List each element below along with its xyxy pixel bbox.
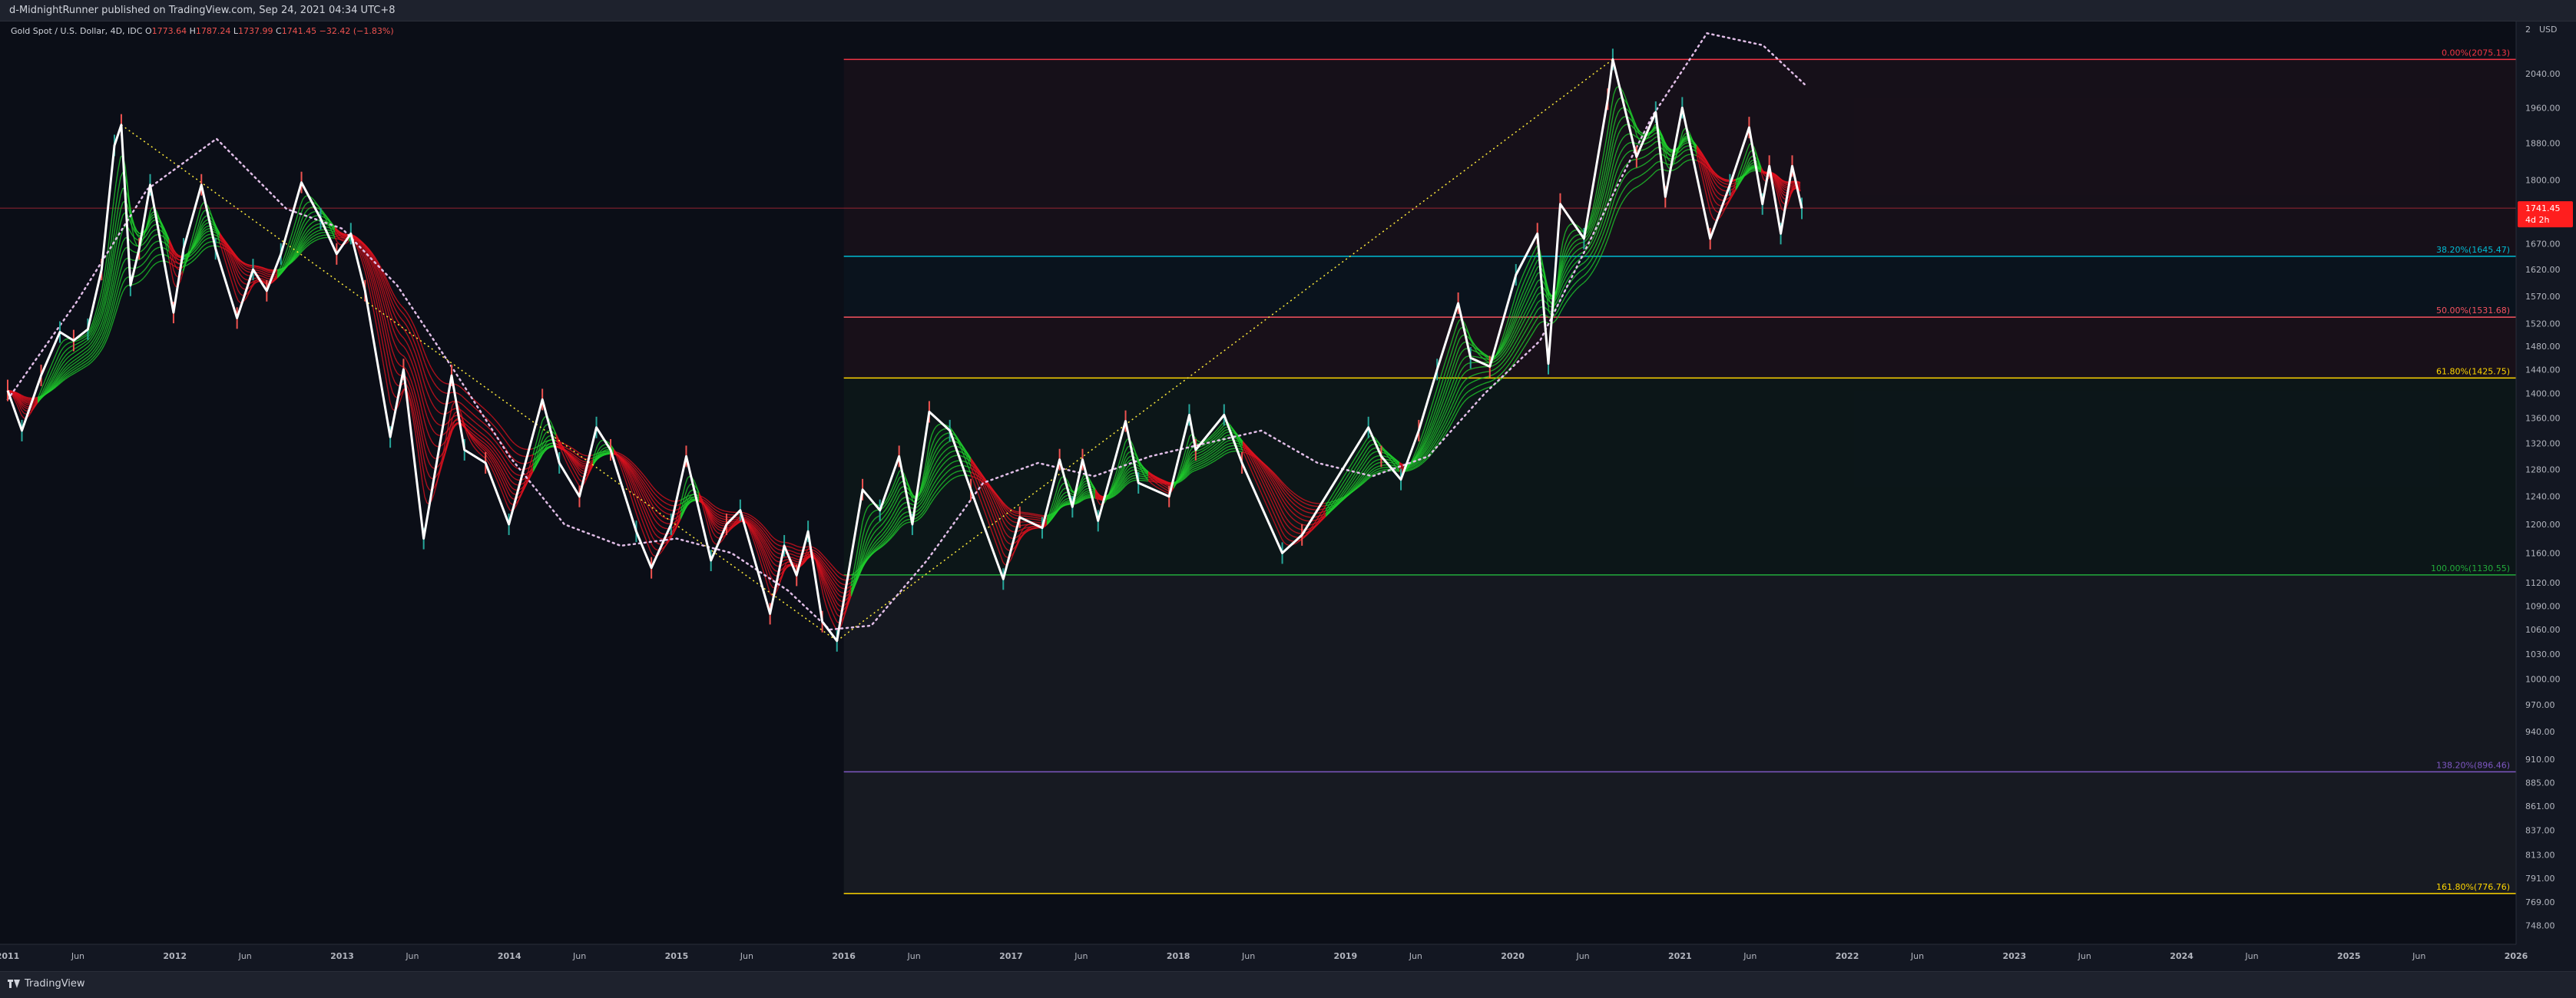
ma-ribbon-segment — [720, 530, 722, 531]
ma-ribbon-segment — [26, 404, 28, 405]
ma-ribbon-segment — [660, 538, 662, 539]
fib-level-label: 50.00%(1531.68) — [2436, 306, 2510, 316]
price-chart[interactable]: 0.00%(2075.13) 38.20%(1645.47) 50.00%(1531… — [0, 21, 2576, 970]
ma-ribbon-segment — [515, 490, 517, 491]
ma-ribbon-segment — [245, 279, 247, 280]
fib-zone — [844, 772, 2516, 893]
ma-ribbon-segment — [1010, 537, 1012, 538]
ma-ribbon-segment — [786, 562, 789, 563]
ma-ribbon-segment — [1577, 235, 1579, 236]
ma-ribbon-segment — [1086, 488, 1088, 489]
fib-level-label: 138.20%(896.46) — [2436, 760, 2510, 770]
ma-ribbon-segment — [512, 498, 515, 499]
ma-ribbon-segment — [342, 240, 344, 241]
fib-zone — [844, 256, 2516, 317]
published-text: d-MidnightRunner published on TradingVie… — [9, 5, 396, 16]
ma-ribbon-segment — [257, 281, 259, 282]
ma-ribbon-segment — [1033, 528, 1035, 529]
ma-ribbon-segment — [1296, 532, 1298, 533]
ma-ribbon-segment — [945, 433, 948, 434]
fib-level-label: 161.80%(776.76) — [2436, 882, 2510, 892]
ma-ribbon-segment — [1685, 138, 1687, 139]
ma-ribbon-segment — [1752, 165, 1754, 166]
ma-ribbon-segment — [581, 473, 584, 474]
ma-ribbon-segment — [312, 212, 314, 213]
ma-ribbon-segment — [796, 563, 798, 564]
ma-ribbon-segment — [1383, 456, 1386, 457]
ma-ribbon-segment — [1487, 359, 1489, 360]
ma-ribbon-segment — [943, 429, 945, 430]
ma-ribbon-segment — [789, 565, 791, 566]
ma-ribbon-segment — [1307, 529, 1310, 530]
ma-ribbon-segment — [1028, 529, 1031, 530]
fib-zone — [844, 59, 2516, 256]
ma-ribbon-segment — [273, 278, 275, 279]
ma-ribbon-segment — [339, 244, 342, 245]
ma-ribbon-segment — [254, 280, 257, 281]
ma-ribbon-segment — [26, 406, 28, 407]
fib-level-label: 61.80%(1425.75) — [2436, 366, 2510, 376]
ma-ribbon-segment — [153, 217, 155, 218]
ma-ribbon-segment — [1227, 432, 1229, 433]
ma-ribbon-segment — [939, 424, 941, 425]
ma-ribbon-segment — [1031, 528, 1033, 529]
ma-ribbon-segment — [1291, 541, 1293, 542]
ma-ribbon-segment — [950, 446, 952, 447]
ma-ribbon-segment — [1298, 533, 1300, 534]
ma-ribbon-segment — [1065, 495, 1068, 496]
fib-level-label: 38.20%(1645.47) — [2436, 245, 2510, 255]
ma-ribbon-segment — [26, 408, 28, 409]
ma-ribbon-segment — [26, 402, 28, 403]
ma-ribbon-segment — [247, 272, 250, 273]
ma-ribbon-segment — [1086, 486, 1088, 487]
ma-ribbon-segment — [316, 224, 319, 225]
ma-ribbon-segment — [1722, 196, 1724, 197]
ma-ribbon-segment — [517, 480, 519, 481]
ma-ribbon-segment — [664, 528, 667, 529]
ma-ribbon-segment — [1466, 356, 1468, 357]
ma-ribbon-segment — [1286, 544, 1289, 545]
fib-level-label: 0.00%(2075.13) — [2442, 48, 2510, 58]
ma-ribbon-segment — [1065, 492, 1068, 493]
ma-ribbon-segment — [1480, 358, 1482, 359]
ma-ribbon-segment — [729, 525, 731, 526]
ma-ribbon-segment — [1376, 456, 1379, 457]
fib-level-label: 100.00%(1130.55) — [2431, 563, 2510, 573]
ma-ribbon-segment — [1386, 457, 1388, 458]
ma-ribbon-segment — [1026, 527, 1028, 528]
ma-ribbon-segment — [1625, 124, 1627, 125]
ma-ribbon-segment — [434, 458, 436, 459]
ma-ribbon-segment — [1310, 524, 1312, 525]
ma-ribbon-segment — [1227, 435, 1229, 436]
fib-zone — [844, 317, 2516, 378]
ma-ribbon-segment — [1793, 187, 1796, 188]
ma-ribbon-segment — [1024, 528, 1026, 529]
ma-ribbon-segment — [323, 220, 326, 221]
publisher-bar: d-MidnightRunner published on TradingVie… — [0, 0, 2576, 21]
ma-ribbon-segment — [1478, 357, 1480, 358]
ma-ribbon-segment — [1303, 524, 1305, 525]
ma-ribbon-segment — [1012, 531, 1015, 532]
ma-ribbon-segment — [1579, 239, 1581, 240]
ma-ribbon-segment — [326, 224, 328, 225]
ma-ribbon-segment — [720, 527, 722, 528]
ma-ribbon-segment — [1482, 358, 1485, 359]
ma-ribbon-segment — [1685, 139, 1687, 140]
ma-ribbon-segment — [731, 524, 733, 525]
ma-ribbon-segment — [1072, 492, 1074, 493]
fib-zone — [844, 575, 2516, 772]
chart-area[interactable]: 0.00%(2075.13) 38.20%(1645.47) 50.00%(1531… — [0, 21, 2576, 970]
ma-ribbon-segment — [436, 446, 439, 447]
ma-ribbon-segment — [245, 284, 247, 285]
ma-ribbon-segment — [1752, 163, 1754, 164]
ma-ribbon-segment — [1641, 135, 1644, 136]
ma-ribbon-segment — [1685, 136, 1687, 137]
ma-ribbon-segment — [1646, 138, 1648, 139]
ma-ribbon-segment — [717, 537, 720, 538]
ma-ribbon-segment — [1374, 451, 1376, 452]
